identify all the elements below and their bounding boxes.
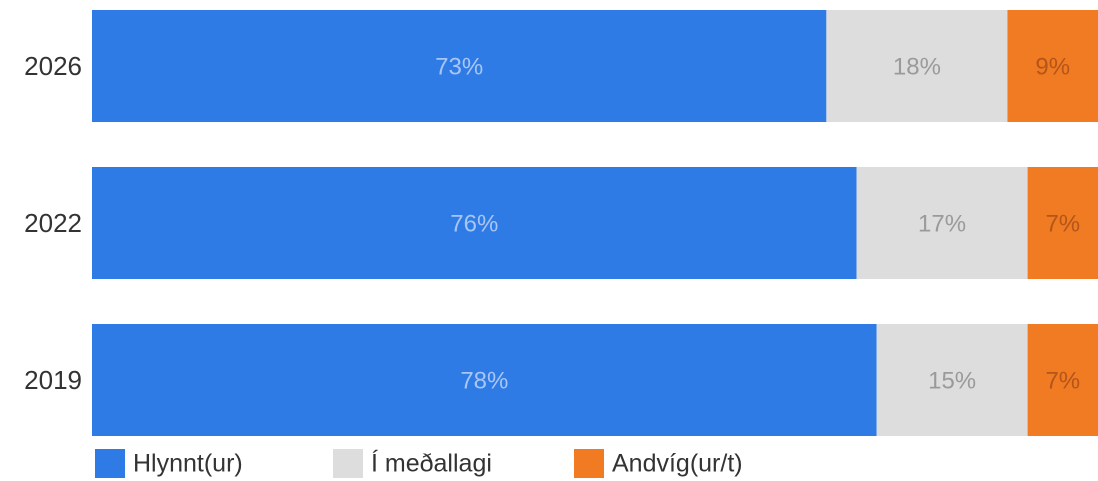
- value-label: 18%: [893, 53, 941, 80]
- legend-swatch: [95, 449, 125, 478]
- bar-segment: [1027, 167, 1098, 279]
- bar-segment: [826, 10, 1008, 122]
- value-label: 78%: [460, 367, 508, 394]
- legend-label: Hlynnt(ur): [133, 450, 243, 478]
- value-label: 17%: [918, 210, 966, 237]
- value-label: 9%: [1035, 53, 1070, 80]
- y-tick-label: 2019: [24, 365, 82, 395]
- legend-label: Í meðallagi: [371, 449, 492, 478]
- bar-segment: [92, 324, 877, 436]
- y-tick-label: 2022: [24, 208, 82, 238]
- bar-segment: [1007, 10, 1098, 122]
- value-label: 73%: [435, 53, 483, 80]
- bar-segment: [92, 167, 857, 279]
- bar-segment: [856, 167, 1028, 279]
- y-tick-label: 2026: [24, 51, 82, 81]
- value-label: 15%: [928, 367, 976, 394]
- bar-segment: [92, 10, 827, 122]
- legend-swatch: [574, 449, 604, 478]
- legend-label: Andvíg(ur/t): [612, 450, 743, 478]
- value-label: 76%: [450, 210, 498, 237]
- value-label: 7%: [1045, 210, 1080, 237]
- bar-segment: [1027, 324, 1098, 436]
- value-label: 7%: [1045, 367, 1080, 394]
- bar-segment: [876, 324, 1028, 436]
- legend-swatch: [333, 449, 363, 478]
